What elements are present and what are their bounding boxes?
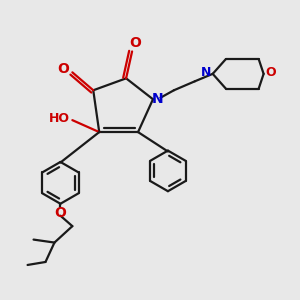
Text: O: O [129, 35, 141, 50]
Text: O: O [55, 206, 66, 220]
Text: O: O [265, 66, 275, 79]
Text: N: N [201, 66, 211, 79]
Text: O: O [58, 62, 69, 76]
Text: N: N [152, 92, 163, 106]
Text: HO: HO [48, 112, 69, 125]
